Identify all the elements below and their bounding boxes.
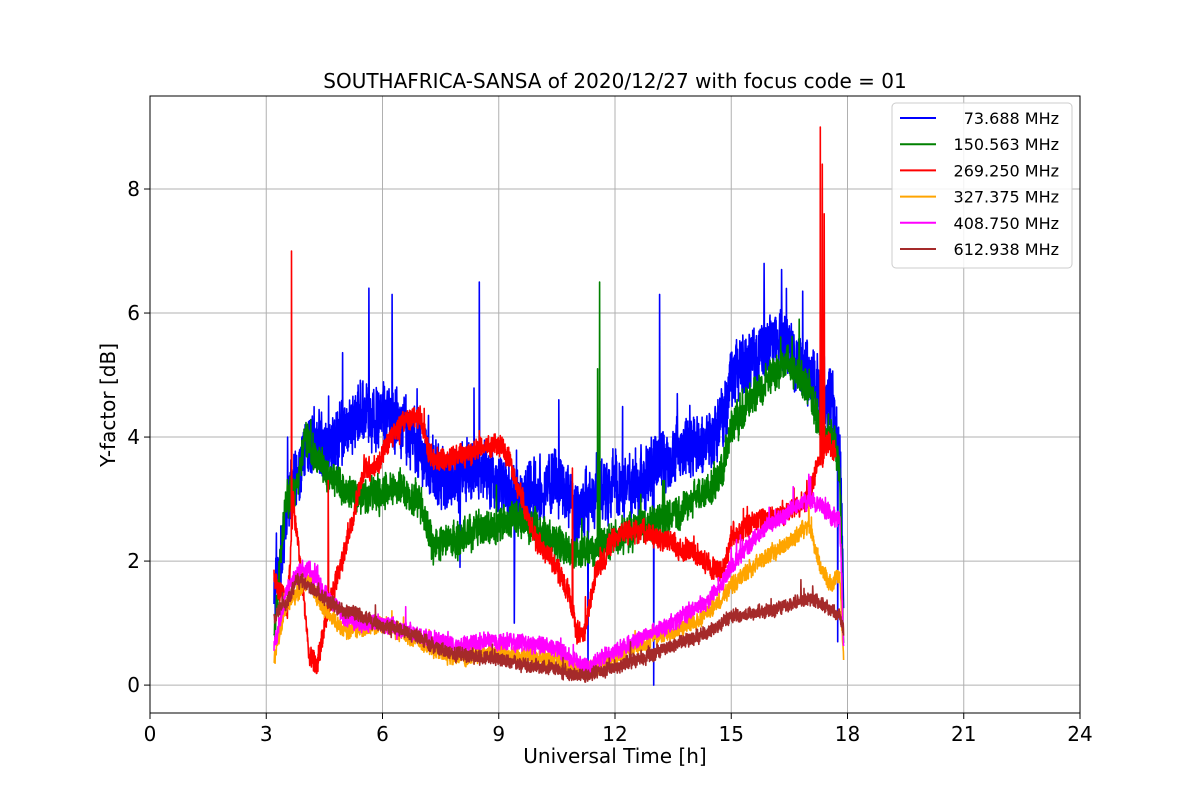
series-line xyxy=(273,281,845,643)
legend-box xyxy=(891,102,1073,269)
y-axis-label: Y-factor [dB] xyxy=(96,343,120,468)
legend: 73.688 MHz 150.563 MHz 269.250 MHz 327.375 … xyxy=(891,102,1073,269)
y-tick-label: 2 xyxy=(127,549,140,573)
x-tick-label: 12 xyxy=(602,722,627,746)
x-tick-label: 0 xyxy=(144,722,157,746)
y-tick-label: 4 xyxy=(127,425,140,449)
x-axis-label: Universal Time [h] xyxy=(523,744,706,768)
x-axis-ticks: 0 3 6 9 12 15 18 21 24 xyxy=(144,713,1093,746)
series-lines xyxy=(273,126,845,686)
y-tick-label: 6 xyxy=(127,301,140,325)
legend-label: 73.688 MHz xyxy=(964,109,1059,128)
x-tick-label: 9 xyxy=(492,722,505,746)
x-tick-label: 21 xyxy=(951,722,976,746)
legend-label: 327.375 MHz xyxy=(954,188,1059,207)
chart-title: SOUTHAFRICA-SANSA of 2020/12/27 with foc… xyxy=(323,69,907,93)
x-tick-label: 6 xyxy=(376,722,389,746)
y-tick-label: 8 xyxy=(127,177,140,201)
x-tick-label: 24 xyxy=(1067,722,1092,746)
series-line xyxy=(273,573,845,683)
x-tick-label: 18 xyxy=(835,722,860,746)
x-tick-label: 3 xyxy=(260,722,273,746)
x-tick-label: 15 xyxy=(719,722,744,746)
legend-label: 269.250 MHz xyxy=(954,161,1059,180)
legend-label: 612.938 MHz xyxy=(954,240,1059,259)
legend-label: 408.750 MHz xyxy=(954,214,1059,233)
plot-area xyxy=(273,126,845,686)
series-line xyxy=(273,126,837,675)
series-line xyxy=(273,262,845,686)
y-tick-label: 0 xyxy=(127,673,140,697)
legend-label: 150.563 MHz xyxy=(954,135,1059,154)
y-axis-ticks: 0 2 4 6 8 xyxy=(127,177,150,697)
